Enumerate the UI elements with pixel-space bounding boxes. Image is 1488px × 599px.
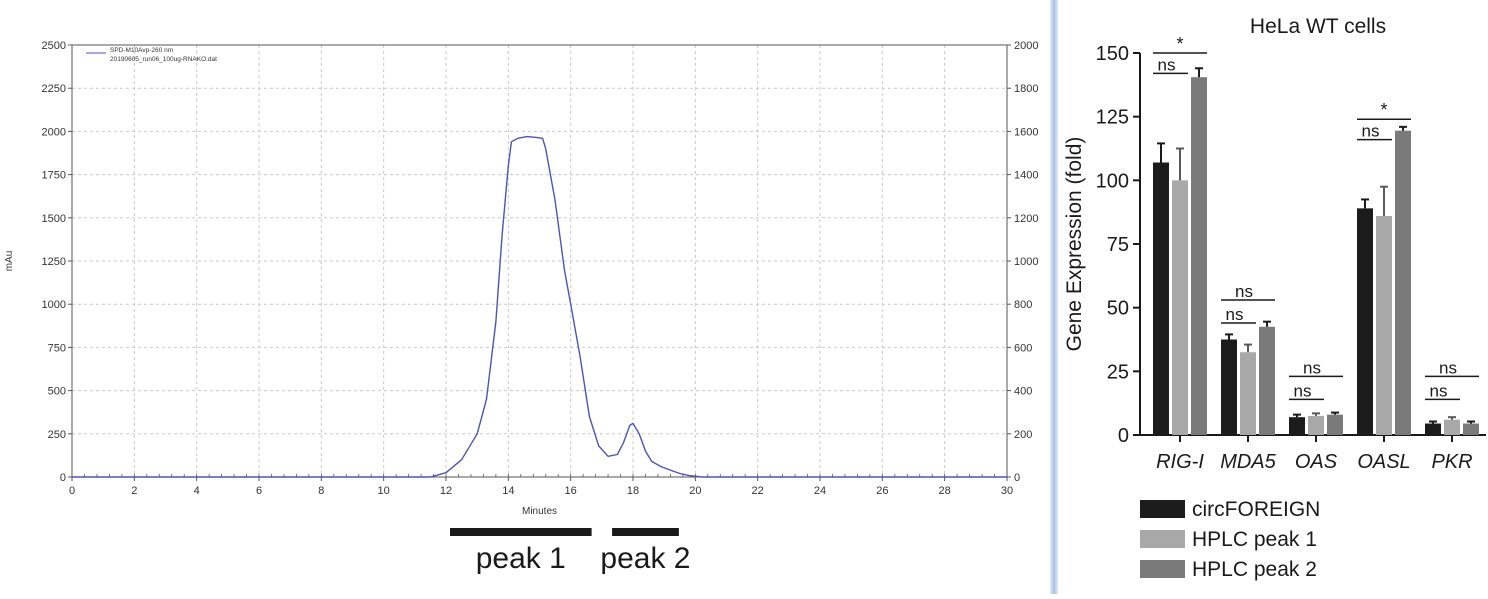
bar — [1240, 352, 1256, 435]
category-label: PKR — [1431, 451, 1472, 473]
bar — [1395, 130, 1411, 435]
significance-label: * — [1380, 100, 1387, 120]
bar — [1153, 162, 1169, 436]
y2-tick-label: 1800 — [1014, 83, 1038, 95]
bar — [1289, 417, 1305, 435]
y-tick-label: 0 — [1118, 425, 1129, 447]
x-tick-label: 12 — [440, 485, 452, 497]
y-tick-label: 75 — [1107, 234, 1129, 256]
bar — [1308, 415, 1324, 435]
legend-swatch — [1140, 560, 1185, 578]
y2-tick-label: 200 — [1014, 429, 1032, 441]
significance-label: ns — [1294, 381, 1312, 400]
category-label: MDA5 — [1220, 451, 1276, 473]
x-axis-label: Minutes — [522, 506, 557, 517]
peak-2-label: peak 2 — [600, 542, 690, 575]
y-tick-label: 2250 — [42, 83, 66, 95]
y-tick-label: 125 — [1096, 107, 1129, 129]
bar — [1221, 339, 1237, 435]
legend-swatch — [1140, 530, 1185, 548]
peak-2-bar — [612, 528, 679, 536]
y-tick-label: 150 — [1096, 43, 1129, 65]
y2-tick-label: 1200 — [1014, 213, 1038, 225]
category-label: OASL — [1357, 451, 1410, 473]
significance-label: ns — [1158, 55, 1176, 74]
y-tick-label: 1250 — [42, 256, 66, 268]
x-tick-label: 20 — [689, 485, 701, 497]
x-tick-label: 28 — [939, 485, 951, 497]
legend-entry: 20190605_run06_100ug-RNAKO.dat — [110, 56, 217, 63]
x-tick-label: 14 — [502, 485, 514, 497]
y2-tick-label: 0 — [1014, 472, 1020, 484]
y-tick-label: 1000 — [42, 299, 66, 311]
significance-label: ns — [1439, 358, 1457, 377]
y2-tick-label: 1000 — [1014, 256, 1038, 268]
x-tick-label: 8 — [318, 485, 324, 497]
y-tick-label: 2000 — [42, 126, 66, 138]
x-tick-label: 16 — [565, 485, 577, 497]
y-tick-label: 1750 — [42, 170, 66, 182]
bar — [1259, 326, 1275, 435]
y2-tick-label: 2000 — [1014, 40, 1038, 52]
gene-expression-chart: HeLa WT cells 0 25 50 75 100 125 150 Gene Expres… — [1063, 15, 1486, 581]
chromatogram-panel: 0 2 4 6 8 10 12 14 16 18 20 22 24 26 28 30 0 250 500 750 100… — [4, 40, 1038, 575]
bar — [1357, 208, 1373, 435]
bar — [1444, 419, 1460, 435]
x-tick-label: 2 — [131, 485, 137, 497]
significance-label: ns — [1430, 381, 1448, 400]
x-tick-label: 22 — [752, 485, 764, 497]
y-axis-label: Gene Expression (fold) — [1063, 137, 1086, 352]
y-tick-label: 1500 — [42, 213, 66, 225]
y-tick-label: 50 — [1107, 298, 1129, 320]
bar — [1191, 77, 1207, 436]
y-tick-label: 25 — [1107, 361, 1129, 383]
chart-title: HeLa WT cells — [1250, 15, 1386, 38]
significance-label: ns — [1303, 358, 1321, 377]
chromatogram-chart: 0 2 4 6 8 10 12 14 16 18 20 22 24 26 28 300250500750100… — [4, 40, 1038, 575]
significance-label: * — [1176, 34, 1183, 54]
peak-1-label: peak 1 — [476, 542, 566, 575]
y-tick-label: 100 — [1096, 170, 1129, 192]
significance-label: ns — [1235, 282, 1253, 301]
y-tick-label: 2500 — [42, 40, 66, 52]
y-axis-label: mAu — [4, 251, 15, 272]
legend-label: HPLC peak 2 — [1192, 558, 1317, 581]
x-tick-label: 10 — [378, 485, 390, 497]
y-tick-label: 250 — [48, 429, 66, 441]
y-tick-label: 500 — [48, 386, 66, 398]
x-tick-label: 18 — [627, 485, 639, 497]
y-tick-label: 0 — [60, 472, 66, 484]
y2-tick-label: 400 — [1014, 386, 1032, 398]
legend-label: circFOREIGN — [1192, 498, 1320, 521]
legend-swatch — [1140, 500, 1185, 518]
x-tick-label: 6 — [256, 485, 262, 497]
bar — [1425, 423, 1441, 435]
legend-label: HPLC peak 1 — [1192, 528, 1317, 551]
bar — [1376, 215, 1392, 435]
legend-entry: SPD-M10Avp-260 nm — [110, 47, 173, 54]
panel-divider — [1050, 0, 1058, 594]
y2-tick-label: 1600 — [1014, 126, 1038, 138]
y2-tick-label: 800 — [1014, 299, 1032, 311]
x-tick-label: 30 — [1001, 485, 1013, 497]
peak-1-bar — [450, 528, 592, 536]
y-tick-label: 750 — [48, 342, 66, 354]
x-tick-label: 0 — [69, 485, 75, 497]
x-tick-label: 4 — [194, 485, 200, 497]
category-label: OAS — [1295, 451, 1338, 473]
y2-tick-label: 1400 — [1014, 170, 1038, 182]
bar — [1327, 414, 1343, 435]
bar — [1463, 423, 1479, 435]
gene-expression-panel: HeLa WT cells 0 25 50 75 100 125 150 Gene Expres… — [1058, 0, 1488, 594]
x-tick-label: 24 — [814, 485, 826, 497]
y2-tick-label: 600 — [1014, 342, 1032, 354]
bar — [1172, 180, 1188, 435]
chromatogram-trace — [72, 135, 1007, 478]
category-label: RIG-I — [1156, 451, 1204, 473]
x-tick-label: 26 — [876, 485, 888, 497]
significance-label: ns — [1226, 305, 1244, 324]
significance-label: ns — [1362, 122, 1380, 141]
